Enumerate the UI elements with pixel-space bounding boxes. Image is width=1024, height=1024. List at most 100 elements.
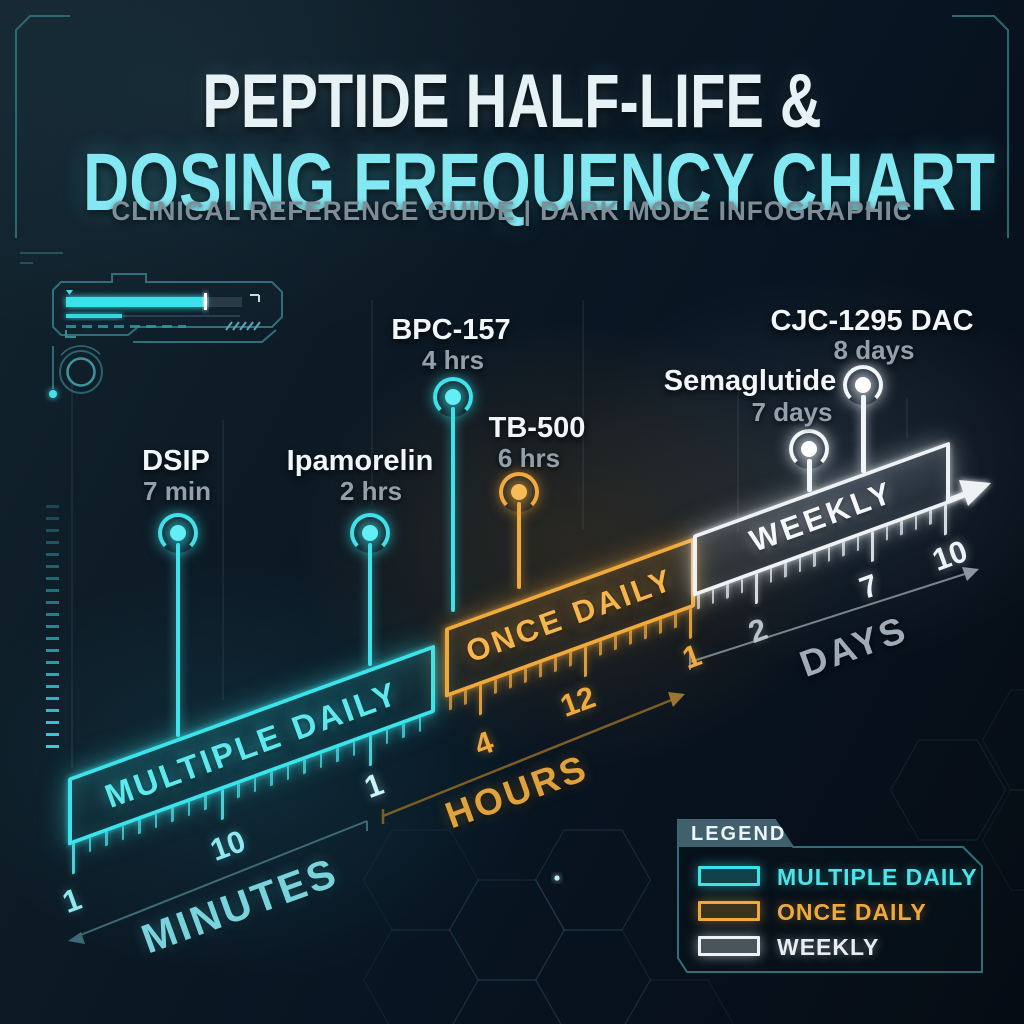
legend-label-multiple-daily: MULTIPLE DAILY [777,864,978,890]
timeline-arrow [946,480,991,506]
ruler-tick [584,646,587,678]
ruler-tick [784,562,787,578]
ruler-tick [479,684,482,716]
ruler-tick [929,510,932,526]
ruler-tick [171,807,174,823]
ruler-tick [464,690,467,706]
marker-stem-semaglutide [807,459,812,492]
page-title-line1: PEPTIDE HALF-LIFE & [202,59,822,144]
ruler-tick [303,759,306,775]
ruler-tick [726,584,729,599]
ruler-tick [827,547,830,563]
legend-swatch-once-daily [698,901,760,921]
ruler-tick [187,801,190,817]
corner-frame [15,15,1009,264]
legend-title: LEGEND [691,823,787,845]
ruler-tick [856,536,859,552]
ruler-tick [711,589,714,605]
ruler-tick [385,729,388,745]
background-guide-lines [71,300,908,768]
marker-dot-bpc157 [445,389,461,405]
peptide-name-semaglutide: Semaglutide [663,365,837,397]
ruler-tick [689,608,692,640]
ruler-tick [755,573,758,605]
ruler-tick [885,526,888,541]
ruler-tick [336,747,339,763]
ruler-tick [614,635,617,651]
marker-stem-ipamorelin [368,543,372,666]
peptide-name-cjc1295: CJC-1295 DAC [770,305,974,337]
left-ruler-dashes [46,505,59,748]
ruler-tick [539,662,542,678]
axis-hours-arrow [668,692,685,707]
marker-ring-semaglutide [789,429,829,469]
ruler-tick [644,624,647,640]
ruler-tick [900,520,903,536]
peptide-halflife-cjc1295: 8 days [833,335,915,365]
ruler-tick [121,825,124,841]
page-title-line2: DOSING FREQUENCY CHART [83,137,996,228]
marker-dot-semaglutide [801,441,817,457]
peptide-name-ipamorelin: Ipamorelin [286,445,434,477]
ruler-tick [352,741,355,757]
marker-stem-cjc1295 [861,395,866,473]
ruler-tick [418,717,421,733]
marker-stem-bpc157 [451,407,455,612]
ruler-tick [138,819,141,835]
circle-ornament [49,345,108,399]
ruler-tick [769,568,772,584]
ruler-tick [494,679,497,695]
hud-dashes [66,325,186,328]
peptide-name-bpc157: BPC-157 [391,314,511,346]
marker-dot-tb500 [511,484,527,500]
marker-dot-cjc1295 [855,377,871,393]
axis-minutes-arrow [68,932,85,944]
legend-swatch-weekly [698,936,760,956]
legend-label-weekly: WEEKLY [777,934,880,960]
ruler-tick [154,813,157,829]
peptide-halflife-dsip: 7 min [143,476,211,506]
axis-days-arrow [962,567,979,581]
peptide-halflife-semaglutide: 7 days [751,397,833,427]
ruler-tick [105,831,108,847]
ruler-tick [204,795,207,811]
ruler-tick [509,673,512,689]
ruler-tick [286,765,289,781]
marker-ring-dsip [158,513,198,553]
axis-minutes [68,820,368,944]
axis-days [689,567,979,670]
ruler-tick [842,541,845,557]
marker-dot-dsip [170,525,186,541]
ruler-tick [402,723,405,739]
page-subtitle: CLINICAL REFERENCE GUIDE | DARK MODE INF… [111,196,913,226]
marker-stem-tb500 [517,502,521,589]
marker-stem-dsip [176,543,180,737]
ruler-tick [270,771,273,787]
peptide-halflife-tb500: 6 hrs [497,443,561,473]
peptide-name-dsip: DSIP [142,445,210,477]
ruler-tick [697,594,700,610]
ruler-tick [369,735,372,767]
peptide-name-tb500: TB-500 [488,412,586,444]
marker-ring-tb500 [499,472,539,512]
ruler-tick [569,651,572,667]
ruler-tick [88,837,91,853]
ruler-tick [449,695,452,711]
ruler-tick [72,843,75,875]
ruler-tick [629,630,632,646]
legend-tab [678,820,794,847]
ruler-tick [319,753,322,769]
marker-ring-bpc157 [433,377,473,417]
legend-label-once-daily: ONCE DAILY [777,899,927,925]
ruler-tick [914,515,917,531]
peptide-halflife-bpc157: 4 hrs [421,345,485,375]
ruler-tick [220,789,224,821]
ruler-tick [871,531,874,563]
ruler-tick [659,619,662,635]
hud-panel [52,273,283,343]
marker-dot-ipamorelin [362,525,378,541]
ruler-tick [253,777,256,793]
sparkle [554,875,560,881]
legend-swatch-multiple-daily [698,866,760,886]
